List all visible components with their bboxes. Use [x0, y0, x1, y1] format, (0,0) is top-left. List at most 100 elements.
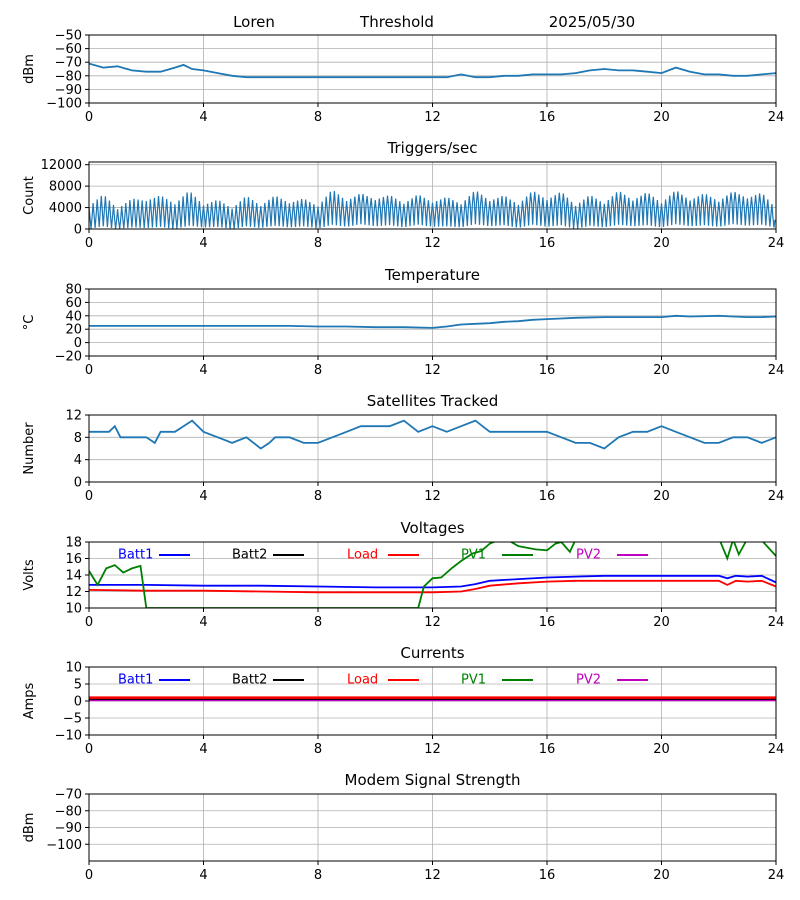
y-tick-label: 18 [65, 536, 82, 551]
y-tick-label: −10 [55, 729, 82, 744]
series-group [89, 419, 776, 450]
x-tick-label: 16 [539, 742, 556, 757]
x-tick-label: 4 [199, 615, 207, 630]
chart-panel-satellites: 0 4 8 12 16 20 24 0 4 8 12 Satellites Tracked Number [22, 392, 784, 504]
x-tick-label: 8 [314, 236, 322, 251]
x-tick-label: 24 [768, 615, 785, 630]
x-tick-label: 20 [653, 236, 670, 251]
x-tick-label: 16 [539, 363, 556, 378]
x-tick-label: 0 [85, 110, 93, 125]
y-tick-label: 4000 [49, 201, 82, 216]
y-tick-label: 14 [65, 569, 82, 584]
y-tick-label: −90 [55, 821, 82, 836]
chart-title: Currents [400, 644, 464, 662]
x-tick-label: 24 [768, 236, 785, 251]
legend-label-batt1: Batt1 [118, 548, 153, 563]
x-tick-label: 8 [314, 868, 322, 883]
y-tick-label: 0 [74, 223, 82, 238]
legend-label-pv2: PV2 [576, 673, 601, 688]
x-tick-label: 4 [199, 236, 207, 251]
series-line-Load [89, 579, 776, 594]
x-tick-label: 8 [314, 363, 322, 378]
y-tick-label: −20 [55, 350, 82, 365]
x-tick-label: 4 [199, 868, 207, 883]
y-axis-label: Volts [22, 559, 37, 591]
y-tick-label: 0 [74, 695, 82, 710]
x-tick-label: 0 [85, 236, 93, 251]
y-tick-label: 10 [65, 602, 82, 617]
x-tick-label: 12 [424, 489, 441, 504]
y-axis-label: Count [22, 176, 37, 215]
series-group [89, 542, 776, 608]
y-tick-label: −100 [46, 838, 82, 853]
y-tick-label: −90 [55, 83, 82, 98]
x-tick-label: 20 [653, 363, 670, 378]
series-group [89, 696, 776, 702]
x-tick-label: 0 [85, 363, 93, 378]
header-mode: Threshold [359, 13, 434, 31]
x-tick-label: 20 [653, 742, 670, 757]
x-tick-label: 4 [199, 110, 207, 125]
y-tick-label: 4 [74, 453, 82, 468]
legend-label-batt2: Batt2 [232, 548, 267, 563]
x-tick-label: 20 [653, 868, 670, 883]
y-tick-label: 12 [65, 585, 82, 600]
legend-label-pv2: PV2 [576, 548, 601, 563]
legend-label-load: Load [347, 548, 378, 563]
x-tick-label: 4 [199, 363, 207, 378]
x-tick-label: 8 [314, 615, 322, 630]
x-tick-label: 20 [653, 489, 670, 504]
x-tick-label: 0 [85, 868, 93, 883]
y-tick-label: −80 [55, 804, 82, 819]
y-axis-label: dBm [22, 813, 37, 843]
y-tick-label: −70 [55, 788, 82, 803]
y-axis-label: Number [22, 422, 37, 475]
x-tick-label: 0 [85, 742, 93, 757]
y-tick-label: 5 [74, 678, 82, 693]
x-tick-label: 12 [424, 742, 441, 757]
legend-label-pv1: PV1 [461, 548, 486, 563]
x-tick-label: 12 [424, 110, 441, 125]
x-tick-label: 24 [768, 742, 785, 757]
x-tick-label: 16 [539, 615, 556, 630]
x-tick-label: 8 [314, 489, 322, 504]
x-tick-label: 20 [653, 110, 670, 125]
x-tick-label: 24 [768, 363, 785, 378]
chart-panel-triggers: 0 4 8 12 16 20 24 0 4000 8000 12000 Triggers/sec Cou… [22, 139, 784, 251]
x-tick-label: 24 [768, 110, 785, 125]
series-line-satellites [89, 419, 776, 450]
x-tick-label: 24 [768, 868, 785, 883]
chart-title: Satellites Tracked [367, 392, 498, 410]
series-line-PV1 [89, 542, 776, 608]
x-tick-label: 12 [424, 363, 441, 378]
chart-panel-threshold: 0 4 8 12 16 20 24 −100−90−80−70−60−50 dBm [22, 29, 784, 126]
chart-title: Temperature [384, 266, 480, 284]
y-axis-label: °C [22, 315, 37, 331]
series-group [89, 62, 776, 79]
chart-title: Modem Signal Strength [345, 771, 521, 789]
y-tick-label: 12 [65, 409, 82, 424]
y-tick-label: −5 [63, 712, 82, 727]
series-line-threshold [89, 62, 776, 79]
x-tick-label: 16 [539, 236, 556, 251]
y-axis-label: Amps [22, 682, 37, 719]
x-tick-label: 8 [314, 110, 322, 125]
y-tick-label: 16 [65, 552, 82, 567]
y-tick-label: 0 [74, 336, 82, 351]
y-tick-label: 80 [65, 283, 82, 298]
y-tick-label: 0 [74, 476, 82, 491]
y-tick-label: −100 [46, 97, 82, 112]
series-line [89, 190, 776, 229]
legend-label-load: Load [347, 673, 378, 688]
y-axis-label: dBm [22, 54, 37, 84]
x-tick-label: 24 [768, 489, 785, 504]
x-tick-label: 16 [539, 489, 556, 504]
x-tick-label: 0 [85, 615, 93, 630]
chart-title: Triggers/sec [387, 139, 478, 157]
chart-panel-modem: 0 4 8 12 16 20 24 −100 −90 −80−70 Modem Signal Str… [22, 771, 784, 883]
y-tick-label: 8 [74, 431, 82, 446]
x-tick-label: 12 [424, 615, 441, 630]
series-group [89, 314, 776, 329]
